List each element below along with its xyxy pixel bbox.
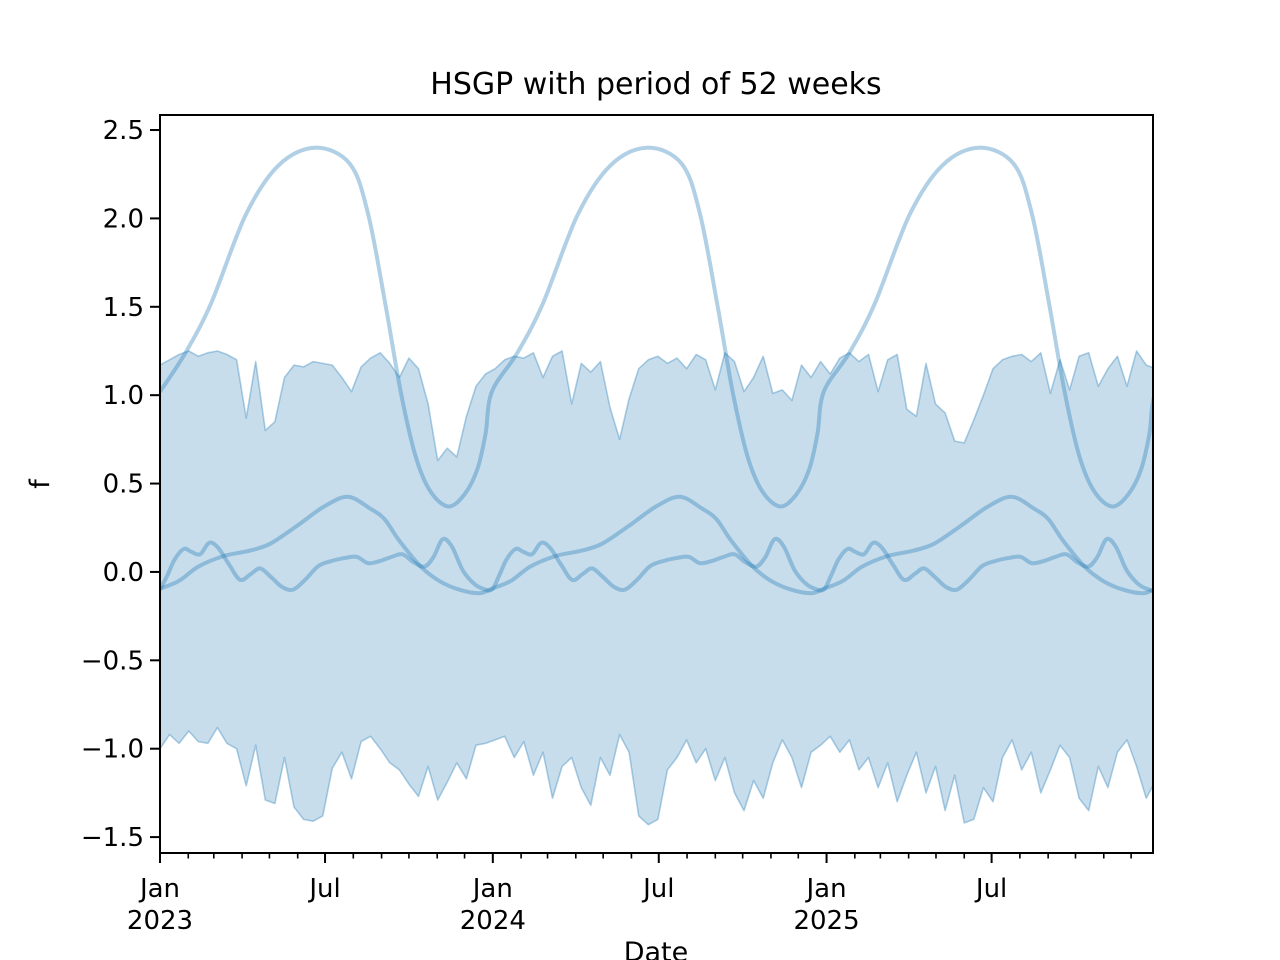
- y-tick-label: 2.5: [103, 116, 144, 146]
- x-tick-label: Jan: [138, 874, 180, 904]
- posterior-sample-small-curve: [160, 536, 1153, 593]
- y-tick-label: −0.5: [81, 646, 144, 676]
- x-tick-label: Jan: [471, 874, 513, 904]
- x-tick-year-label: 2025: [793, 906, 859, 936]
- chart-title: HSGP with period of 52 weeks: [430, 67, 881, 102]
- y-tick-label: 1.5: [103, 293, 144, 323]
- posterior-sample-large-curve: [160, 145, 1153, 509]
- x-tick-label: Jul: [307, 874, 340, 904]
- y-tick-label: 2.0: [103, 204, 144, 234]
- x-tick-label: Jan: [805, 874, 847, 904]
- x-tick-year-label: 2023: [127, 906, 193, 936]
- hdi-band-area: [160, 350, 1153, 826]
- plot-area: [160, 145, 1153, 826]
- x-tick-label: Jul: [641, 874, 674, 904]
- posterior-sample-medium-curve: [160, 494, 1153, 596]
- y-tick-label: 1.0: [103, 381, 144, 411]
- y-tick-label: 0.0: [103, 558, 144, 588]
- y-tick-label: −1.0: [81, 735, 144, 765]
- y-axis-label: f: [25, 478, 56, 489]
- x-axis-label: Date: [624, 937, 689, 960]
- y-tick-label: −1.5: [81, 823, 144, 853]
- x-tick-year-label: 2024: [460, 906, 526, 936]
- y-tick-label: 0.5: [103, 470, 144, 500]
- x-tick-label: Jul: [974, 874, 1007, 904]
